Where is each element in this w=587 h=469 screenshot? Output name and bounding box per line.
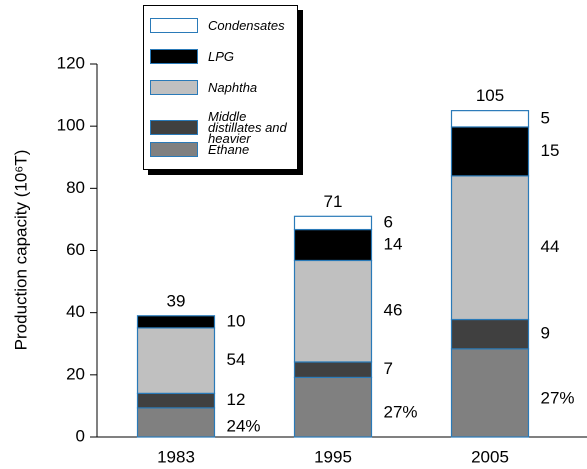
y-tick-label: 0 — [76, 426, 85, 445]
legend: Condensates LPG Naphtha Middle distillates … — [143, 5, 298, 170]
bar-segment — [293, 228, 373, 262]
legend-label: Middle distillates and heavier — [208, 109, 287, 146]
legend-swatch — [150, 49, 198, 64]
legend-item: Middle distillates and heavier — [150, 109, 298, 146]
bar-segment — [136, 407, 216, 438]
bar-segment — [293, 215, 373, 231]
legend-label: Ethane — [208, 142, 250, 157]
y-tick-label: 20 — [66, 364, 85, 383]
y-tick-label: 100 — [57, 116, 85, 135]
bar-segment — [136, 327, 216, 394]
segment-label: 6 — [384, 212, 393, 231]
bar-segment — [450, 348, 530, 438]
y-tick-label: 40 — [66, 302, 85, 321]
segment-label: 24% — [227, 416, 261, 435]
bar-segment — [293, 376, 373, 438]
legend-swatch — [150, 80, 198, 95]
legend-swatch — [150, 120, 198, 135]
segment-label: 7 — [384, 359, 393, 378]
bar-segment — [136, 315, 216, 329]
y-tick-label: 80 — [66, 178, 85, 197]
bar-segment — [450, 318, 530, 350]
total-label: 39 — [167, 291, 186, 310]
x-tick-label: 1995 — [314, 447, 352, 466]
y-tick-label: 120 — [57, 53, 85, 72]
x-tick-label: 1983 — [157, 447, 195, 466]
legend-item: LPG — [150, 49, 298, 64]
segment-label: 12 — [227, 390, 246, 409]
bar-segment — [293, 361, 373, 379]
bar-segment — [450, 110, 530, 128]
segment-label: 15 — [541, 141, 560, 160]
bar-segment — [450, 175, 530, 321]
bar-segment — [293, 259, 373, 363]
segment-label: 27% — [384, 403, 418, 422]
segment-label: 54 — [227, 350, 246, 369]
x-tick-label: 2005 — [471, 447, 509, 466]
legend-swatch — [150, 18, 198, 33]
bar-segment — [450, 126, 530, 177]
y-tick-label: 60 — [66, 240, 85, 259]
legend-swatch — [150, 142, 198, 157]
segment-label: 44 — [541, 237, 560, 256]
legend-label: LPG — [208, 49, 235, 64]
legend-item: Naphtha — [150, 80, 298, 95]
segment-label: 10 — [227, 311, 246, 330]
y-axis-label: Production capacity (10⁶T) — [11, 150, 30, 351]
segment-label: 27% — [541, 388, 575, 407]
legend-item: Condensates — [150, 18, 298, 33]
legend-label: Naphtha — [208, 80, 258, 95]
segment-label: 14 — [384, 234, 403, 253]
segment-label: 46 — [384, 301, 403, 320]
total-label: 105 — [476, 86, 504, 105]
segment-label: 9 — [541, 324, 550, 343]
legend-label: Condensates — [208, 18, 285, 33]
bar-segment — [136, 392, 216, 409]
total-label: 71 — [324, 192, 343, 211]
segment-label: 5 — [541, 108, 550, 127]
legend-item: Ethane — [150, 142, 298, 157]
